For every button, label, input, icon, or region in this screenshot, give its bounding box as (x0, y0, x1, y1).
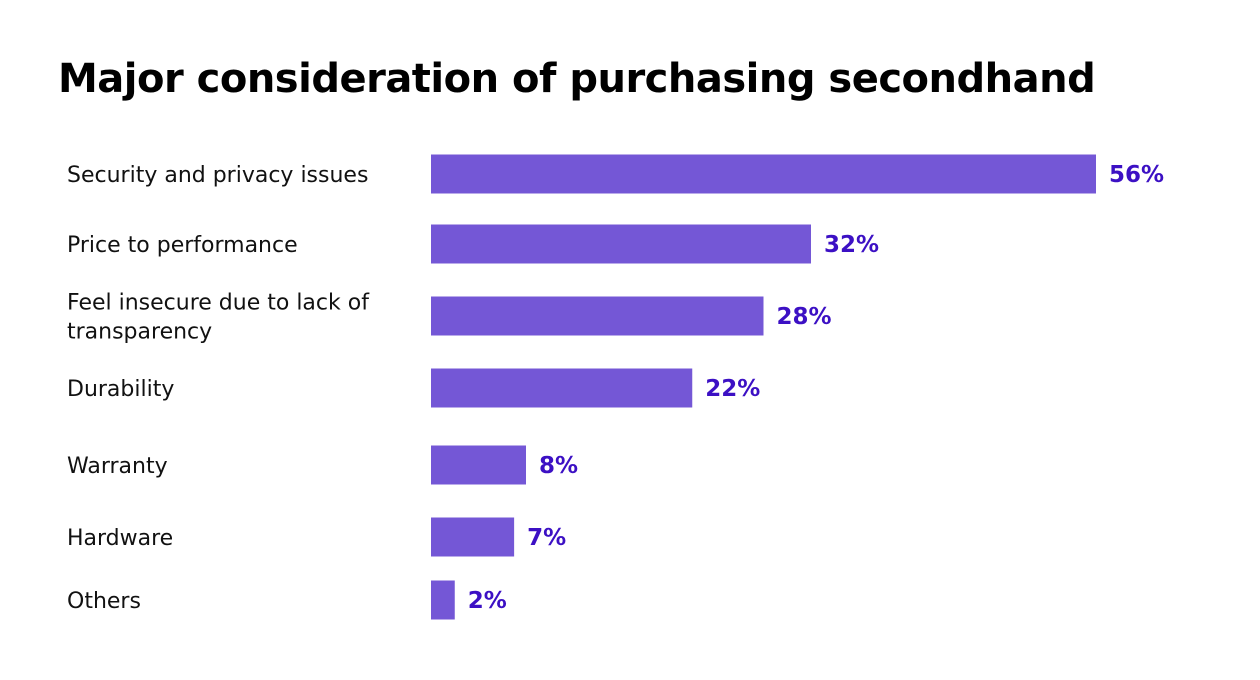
category-label: Warranty (67, 454, 168, 479)
bar (431, 154, 1096, 194)
bar (431, 368, 693, 408)
value-labels: 56% 32% 28% 22% 8% 7% 2% (468, 162, 1164, 614)
bar (431, 224, 811, 264)
category-label: Durability (67, 377, 174, 402)
value-label: 7% (527, 525, 566, 551)
bar (431, 517, 515, 557)
value-label: 28% (777, 304, 832, 330)
value-label: 22% (705, 376, 760, 402)
bars (431, 154, 1096, 620)
category-label-line: Feel insecure due to lack of (67, 291, 370, 316)
value-label: 8% (539, 453, 578, 479)
category-labels: Security and privacy issues Price to perf… (67, 163, 370, 614)
chart-title: Major consideration of purchasing second… (58, 56, 1096, 102)
value-label: 2% (468, 588, 507, 614)
value-label: 32% (824, 232, 879, 258)
bar (431, 580, 455, 620)
bar (431, 296, 764, 336)
value-label: 56% (1109, 162, 1164, 188)
category-label: Others (67, 589, 141, 614)
category-label: Hardware (67, 526, 173, 551)
bar (431, 445, 526, 485)
category-label: Price to performance (67, 233, 298, 258)
category-label-line: transparency (67, 320, 212, 345)
category-label: Security and privacy issues (67, 163, 368, 188)
